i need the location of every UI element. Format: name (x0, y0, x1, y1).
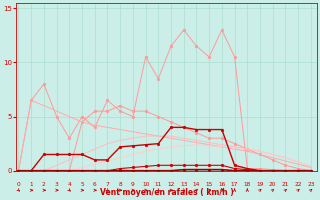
X-axis label: Vent moyen/en rafales ( km/h ): Vent moyen/en rafales ( km/h ) (100, 188, 234, 197)
